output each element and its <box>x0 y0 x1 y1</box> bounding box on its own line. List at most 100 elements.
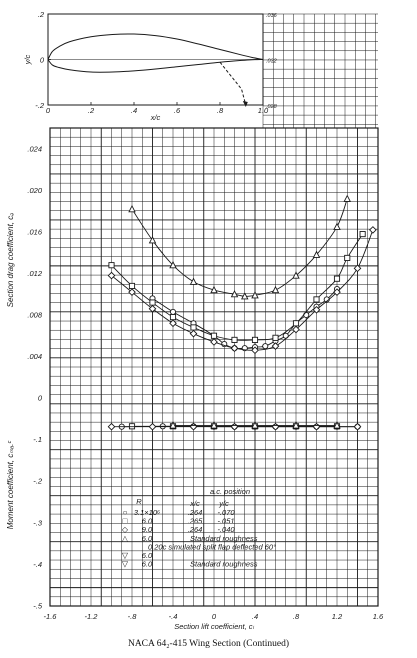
airfoil-right-tick-label: .036 <box>266 13 278 19</box>
drag-point-square <box>251 336 259 343</box>
drag-tick-label: .024 <box>27 145 42 154</box>
airfoil-lower-surface <box>47 59 264 73</box>
moment-tick-label: -.4 <box>33 560 42 569</box>
chart-svg: -1.6 -1.2 -.8 -.4 0 .4 .8 1.2 1.6 Section lift co… <box>6 10 384 631</box>
drag-point-diamond <box>353 264 362 273</box>
legend-yc: -.070 <box>217 508 235 517</box>
drag-point-diamond <box>292 325 300 334</box>
drag-point-square <box>190 324 197 331</box>
drag-point-square <box>272 334 279 341</box>
drag-point-diamond <box>369 226 377 234</box>
airfoil-x-tick-label: .2 <box>88 106 95 115</box>
drag-point-square <box>333 275 341 282</box>
drag-point-diamond <box>333 288 341 297</box>
x-axis-label: Section lift coefficient, cₗ <box>174 622 254 631</box>
legend-symbol: ▽ <box>122 551 129 560</box>
drag-point-triangle <box>210 285 218 294</box>
legend-reynolds: 6.0 <box>142 517 153 526</box>
airfoil-x-tick-label: 0 <box>46 106 51 115</box>
airfoil-x-tick-label: 1.0 <box>258 106 269 115</box>
drag-point-diamond <box>189 329 198 338</box>
x-tick-label: -1.6 <box>44 612 58 621</box>
legend-note: Standard roughness <box>190 534 258 543</box>
drag-tick-label: .008 <box>27 311 42 320</box>
drag-point-square <box>149 299 156 306</box>
airfoil-y-label: y/c <box>23 54 32 65</box>
x-tick-label: 1.2 <box>332 612 343 621</box>
drag-curve-square <box>111 233 364 341</box>
drag-point-square <box>344 254 351 261</box>
legend-reynolds: 6.0 <box>142 560 153 569</box>
drag-point-diamond <box>169 319 177 328</box>
drag-point-square <box>108 262 115 269</box>
x-tick-label: .4 <box>252 612 258 621</box>
drag-tick-label: 0 <box>38 394 43 403</box>
legend-reynolds: 6.0 <box>142 551 153 560</box>
x-tick-label: .8 <box>293 612 300 621</box>
legend-symbol: □ <box>123 517 128 526</box>
drag-point-triangle <box>241 292 249 300</box>
airfoil-right-tick-label: .032 <box>266 59 277 65</box>
drag-point-circle <box>262 343 269 350</box>
moment-point-diamond <box>312 422 321 431</box>
drag-point-triangle <box>128 204 136 213</box>
legend-col-xc: x/c <box>189 499 200 508</box>
legend-xc: .264 <box>188 525 203 534</box>
moment-tick-label: -.1 <box>33 435 42 444</box>
legend-col-yc: y/c <box>218 499 229 508</box>
legend-header: a.c. position <box>210 487 250 496</box>
split-flap-line <box>219 61 247 106</box>
drag-point-diamond <box>210 338 218 346</box>
airfoil-right-tick-label: .028 <box>266 104 278 110</box>
legend-symbol: ◇ <box>122 525 129 534</box>
moment-point-diamond <box>107 422 116 431</box>
moment-point-triangle <box>169 421 177 429</box>
airfoil-x-tick-label: .8 <box>217 106 224 115</box>
split-flap-arrow <box>242 101 248 107</box>
legend-yc: -.051 <box>217 517 234 526</box>
moment-axis-label: Moment coefficient, cₘₐ.ᶜ <box>6 441 15 530</box>
drag-point-square <box>313 296 320 303</box>
drag-point-triangle <box>169 261 177 269</box>
legend-reynolds: 9.0 <box>142 525 153 534</box>
main-plot-frame <box>49 127 379 607</box>
drag-point-diamond <box>251 346 259 355</box>
drag-tick-label: .016 <box>27 228 42 237</box>
drag-point-square <box>359 231 366 238</box>
drag-point-triangle <box>251 291 259 299</box>
drag-point-diamond <box>107 271 116 280</box>
drag-curve-circle <box>152 288 338 349</box>
x-tick-label: 1.6 <box>373 612 384 621</box>
moment-point-diamond <box>271 422 280 431</box>
airfoil-y-tick-label: 0 <box>40 56 45 65</box>
moment-tick-label: -.5 <box>33 602 43 611</box>
legend-note: Standard roughness <box>190 560 258 569</box>
airfoil-upper-surface <box>47 33 264 60</box>
drag-tick-label: .004 <box>27 352 42 361</box>
drag-point-triangle <box>343 194 351 202</box>
drag-point-square <box>210 332 218 339</box>
drag-point-square <box>169 314 177 321</box>
legend-symbol: ▽ <box>122 560 129 569</box>
airfoil-x-tick-label: .6 <box>174 106 181 115</box>
drag-point-triangle <box>271 285 280 294</box>
drag-point-triangle <box>189 277 198 285</box>
legend-yc: -.040 <box>217 525 235 534</box>
moment-point-diamond <box>353 422 362 431</box>
drag-point-circle <box>169 308 177 315</box>
drag-point-square <box>292 320 300 327</box>
drag-axis-label: Section drag coefficient, cₔ <box>6 213 15 308</box>
airfoil-y-tick-label: -.2 <box>35 101 45 110</box>
drag-point-triangle <box>292 271 300 279</box>
moment-point-diamond <box>230 422 239 431</box>
airfoil-x-tick-label: .4 <box>131 106 137 115</box>
drag-point-diamond <box>128 288 136 297</box>
x-tick-label: -1.2 <box>85 612 99 621</box>
moment-tick-label: -.3 <box>33 518 43 527</box>
moment-point-triangle <box>251 421 259 429</box>
drag-point-circle <box>303 311 310 319</box>
moment-point-triangle <box>210 421 218 429</box>
drag-tick-label: .020 <box>27 186 42 195</box>
x-tick-label: -.8 <box>128 612 138 621</box>
x-tick-label: 0 <box>212 612 217 621</box>
